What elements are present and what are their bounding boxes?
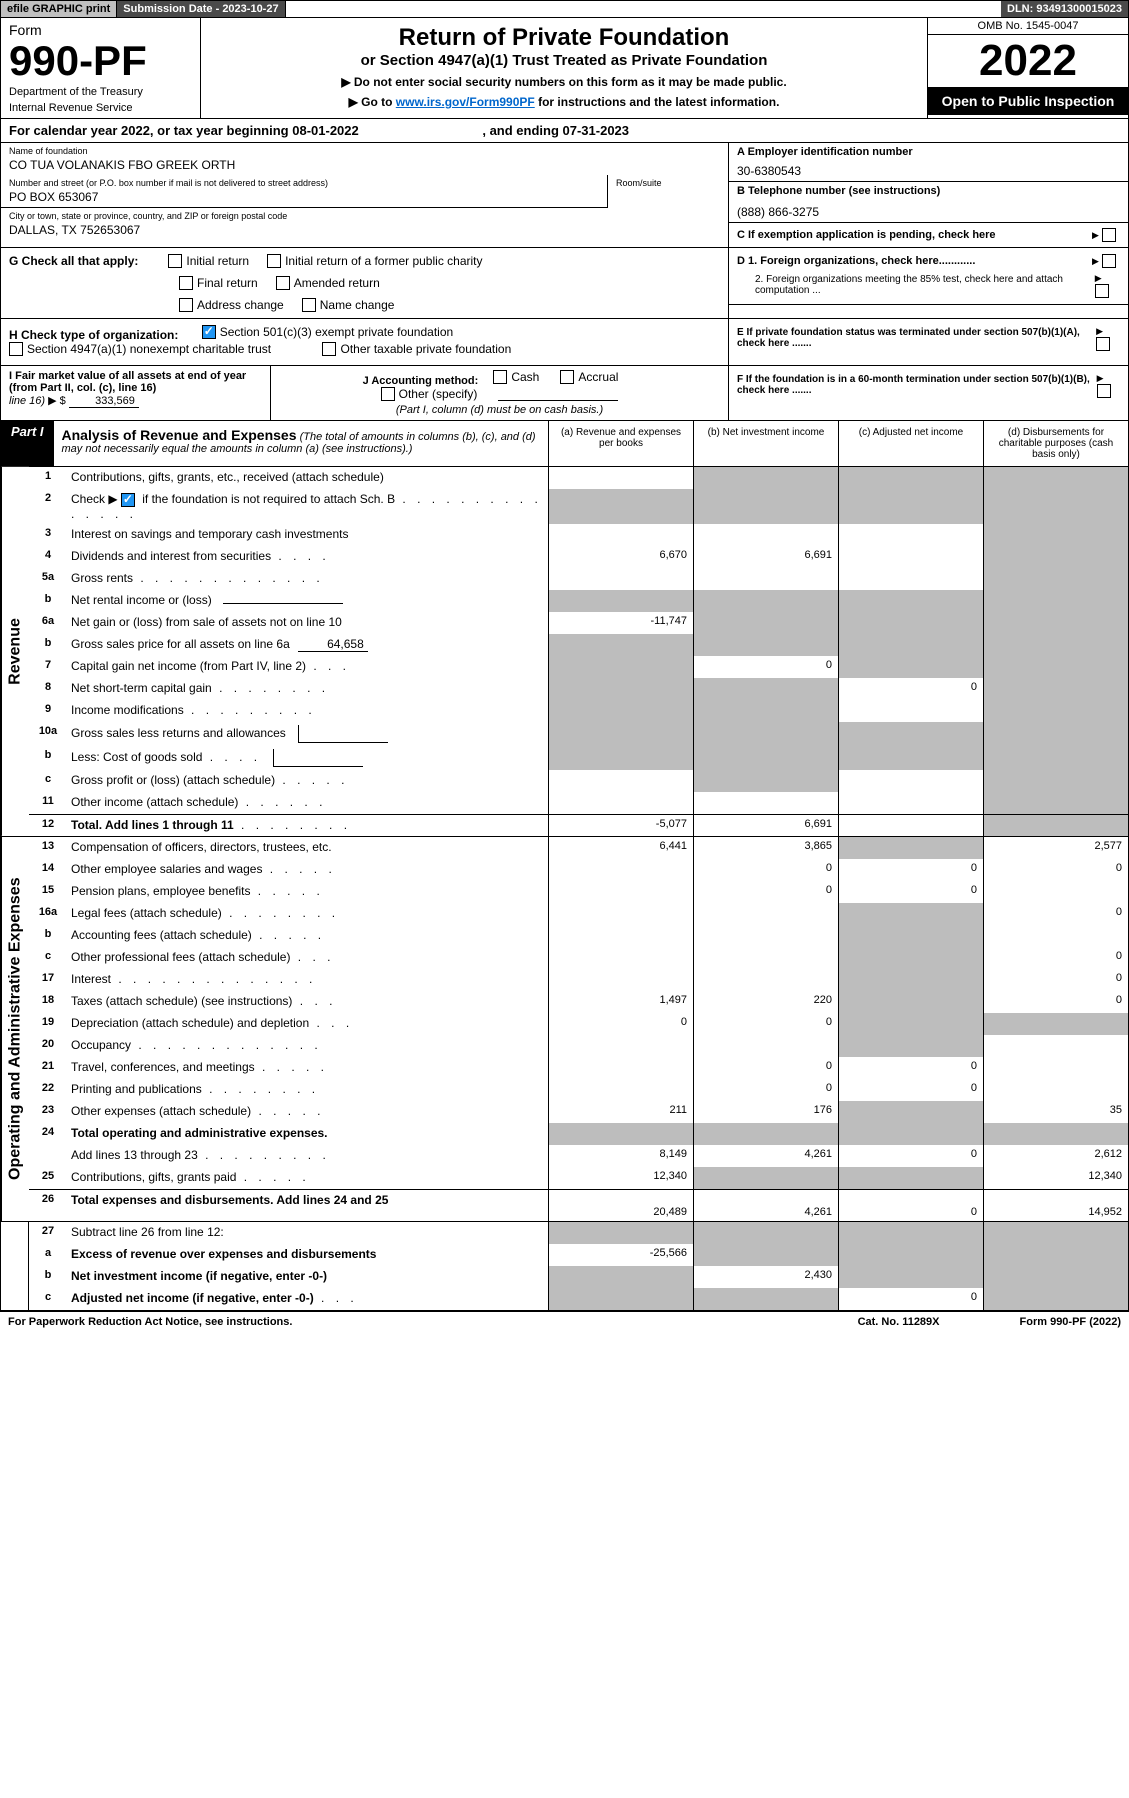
telephone-box: B Telephone number (see instructions) (8… bbox=[729, 182, 1128, 223]
page-footer: For Paperwork Reduction Act Notice, see … bbox=[0, 1311, 1129, 1332]
revenue-side-label: Revenue bbox=[1, 467, 29, 836]
header-right: OMB No. 1545-0047 2022 Open to Public In… bbox=[928, 18, 1128, 118]
e-checkbox[interactable] bbox=[1096, 337, 1110, 351]
g-section: G Check all that apply: Initial return I… bbox=[1, 248, 728, 318]
foundation-name-box: Name of foundation CO TUA VOLANAKIS FBO … bbox=[1, 143, 728, 175]
fmv-value: 333,569 bbox=[69, 395, 139, 408]
form-label: Form bbox=[9, 22, 192, 38]
g-d-row: G Check all that apply: Initial return I… bbox=[0, 248, 1129, 319]
instruction-2: ▶ Go to www.irs.gov/Form990PF for instru… bbox=[211, 95, 917, 109]
info-block: Name of foundation CO TUA VOLANAKIS FBO … bbox=[0, 143, 1129, 248]
initial-return-checkbox[interactable] bbox=[168, 254, 182, 268]
address-change-checkbox[interactable] bbox=[179, 298, 193, 312]
d-section: D 1. Foreign organizations, check here..… bbox=[728, 248, 1128, 318]
form-ref: Form 990-PF (2022) bbox=[1020, 1316, 1121, 1328]
cat-no: Cat. No. 11289X bbox=[858, 1316, 940, 1328]
paperwork-notice: For Paperwork Reduction Act Notice, see … bbox=[8, 1316, 292, 1328]
c-pending-box: C If exemption application is pending, c… bbox=[729, 223, 1128, 247]
col-b-header: (b) Net investment income bbox=[693, 421, 838, 466]
revenue-section: Revenue 1Contributions, gifts, grants, e… bbox=[0, 467, 1129, 837]
city-box: City or town, state or province, country… bbox=[1, 208, 728, 240]
header-left: Form 990-PF Department of the Treasury I… bbox=[1, 18, 201, 118]
foundation-name: CO TUA VOLANAKIS FBO GREEK ORTH bbox=[9, 158, 720, 172]
dept-treasury: Department of the Treasury bbox=[9, 86, 192, 98]
col-c-header: (c) Adjusted net income bbox=[838, 421, 983, 466]
col-a-header: (a) Revenue and expenses per books bbox=[548, 421, 693, 466]
irs-label: Internal Revenue Service bbox=[9, 102, 192, 114]
h-section: H Check type of organization: Section 50… bbox=[1, 319, 728, 365]
other-taxable-checkbox[interactable] bbox=[322, 342, 336, 356]
submission-date: Submission Date - 2023-10-27 bbox=[117, 1, 285, 17]
4947a1-checkbox[interactable] bbox=[9, 342, 23, 356]
f-checkbox[interactable] bbox=[1097, 384, 1111, 398]
calendar-year-row: For calendar year 2022, or tax year begi… bbox=[0, 119, 1129, 143]
street-address: PO BOX 653067 bbox=[9, 190, 599, 204]
form-subtitle: or Section 4947(a)(1) Trust Treated as P… bbox=[211, 52, 917, 69]
irs-link[interactable]: www.irs.gov/Form990PF bbox=[396, 95, 535, 109]
h-e-row: H Check type of organization: Section 50… bbox=[0, 319, 1129, 366]
expenses-section: Operating and Administrative Expenses 13… bbox=[0, 837, 1129, 1222]
top-bar: efile GRAPHIC print Submission Date - 20… bbox=[0, 0, 1129, 18]
part1-header-row: Part I Analysis of Revenue and Expenses … bbox=[0, 421, 1129, 467]
info-right: A Employer identification number 30-6380… bbox=[728, 143, 1128, 247]
d1-checkbox[interactable] bbox=[1102, 254, 1116, 268]
f-section: F If the foundation is in a 60-month ter… bbox=[728, 366, 1128, 420]
col-d-header: (d) Disbursements for charitable purpose… bbox=[983, 421, 1128, 466]
line27-section: 27Subtract line 26 from line 12: aExcess… bbox=[0, 1222, 1129, 1311]
501c3-checkbox[interactable] bbox=[202, 325, 216, 339]
ein-value: 30-6380543 bbox=[737, 164, 1120, 178]
d2-checkbox[interactable] bbox=[1095, 284, 1109, 298]
schb-checkbox[interactable] bbox=[121, 493, 135, 507]
other-method-checkbox[interactable] bbox=[381, 387, 395, 401]
part1-title: Analysis of Revenue and Expenses (The to… bbox=[54, 421, 548, 466]
i-j-f-row: I Fair market value of all assets at end… bbox=[0, 366, 1129, 421]
cash-checkbox[interactable] bbox=[493, 370, 507, 384]
name-change-checkbox[interactable] bbox=[302, 298, 316, 312]
form-header: Form 990-PF Department of the Treasury I… bbox=[0, 18, 1129, 119]
address-box: Number and street (or P.O. box number if… bbox=[1, 175, 608, 208]
city-state-zip: DALLAS, TX 752653067 bbox=[9, 223, 720, 237]
header-title-block: Return of Private Foundation or Section … bbox=[201, 18, 928, 118]
open-public-badge: Open to Public Inspection bbox=[928, 87, 1128, 115]
c-checkbox[interactable] bbox=[1102, 228, 1116, 242]
i-j-section: I Fair market value of all assets at end… bbox=[1, 366, 728, 420]
form-title: Return of Private Foundation bbox=[211, 24, 917, 52]
telephone-value: (888) 866-3275 bbox=[737, 205, 1120, 219]
form-number: 990-PF bbox=[9, 40, 192, 82]
i-box: I Fair market value of all assets at end… bbox=[1, 366, 271, 420]
efile-label[interactable]: efile GRAPHIC print bbox=[1, 1, 117, 17]
info-left: Name of foundation CO TUA VOLANAKIS FBO … bbox=[1, 143, 728, 247]
expenses-side-label: Operating and Administrative Expenses bbox=[1, 837, 29, 1221]
gross-sales-6a: 64,658 bbox=[298, 637, 368, 652]
dln: DLN: 93491300015023 bbox=[1001, 1, 1128, 17]
omb-number: OMB No. 1545-0047 bbox=[928, 18, 1128, 35]
amended-return-checkbox[interactable] bbox=[276, 276, 290, 290]
part1-badge: Part I bbox=[1, 421, 54, 466]
j-box: J Accounting method: Cash Accrual Other … bbox=[271, 366, 728, 420]
ein-box: A Employer identification number 30-6380… bbox=[729, 143, 1128, 182]
instruction-1: ▶ Do not enter social security numbers o… bbox=[211, 75, 917, 89]
accrual-checkbox[interactable] bbox=[560, 370, 574, 384]
final-return-checkbox[interactable] bbox=[179, 276, 193, 290]
e-section: E If private foundation status was termi… bbox=[728, 319, 1128, 365]
initial-former-checkbox[interactable] bbox=[267, 254, 281, 268]
room-suite-box: Room/suite bbox=[608, 175, 728, 208]
tax-year: 2022 bbox=[928, 35, 1128, 87]
